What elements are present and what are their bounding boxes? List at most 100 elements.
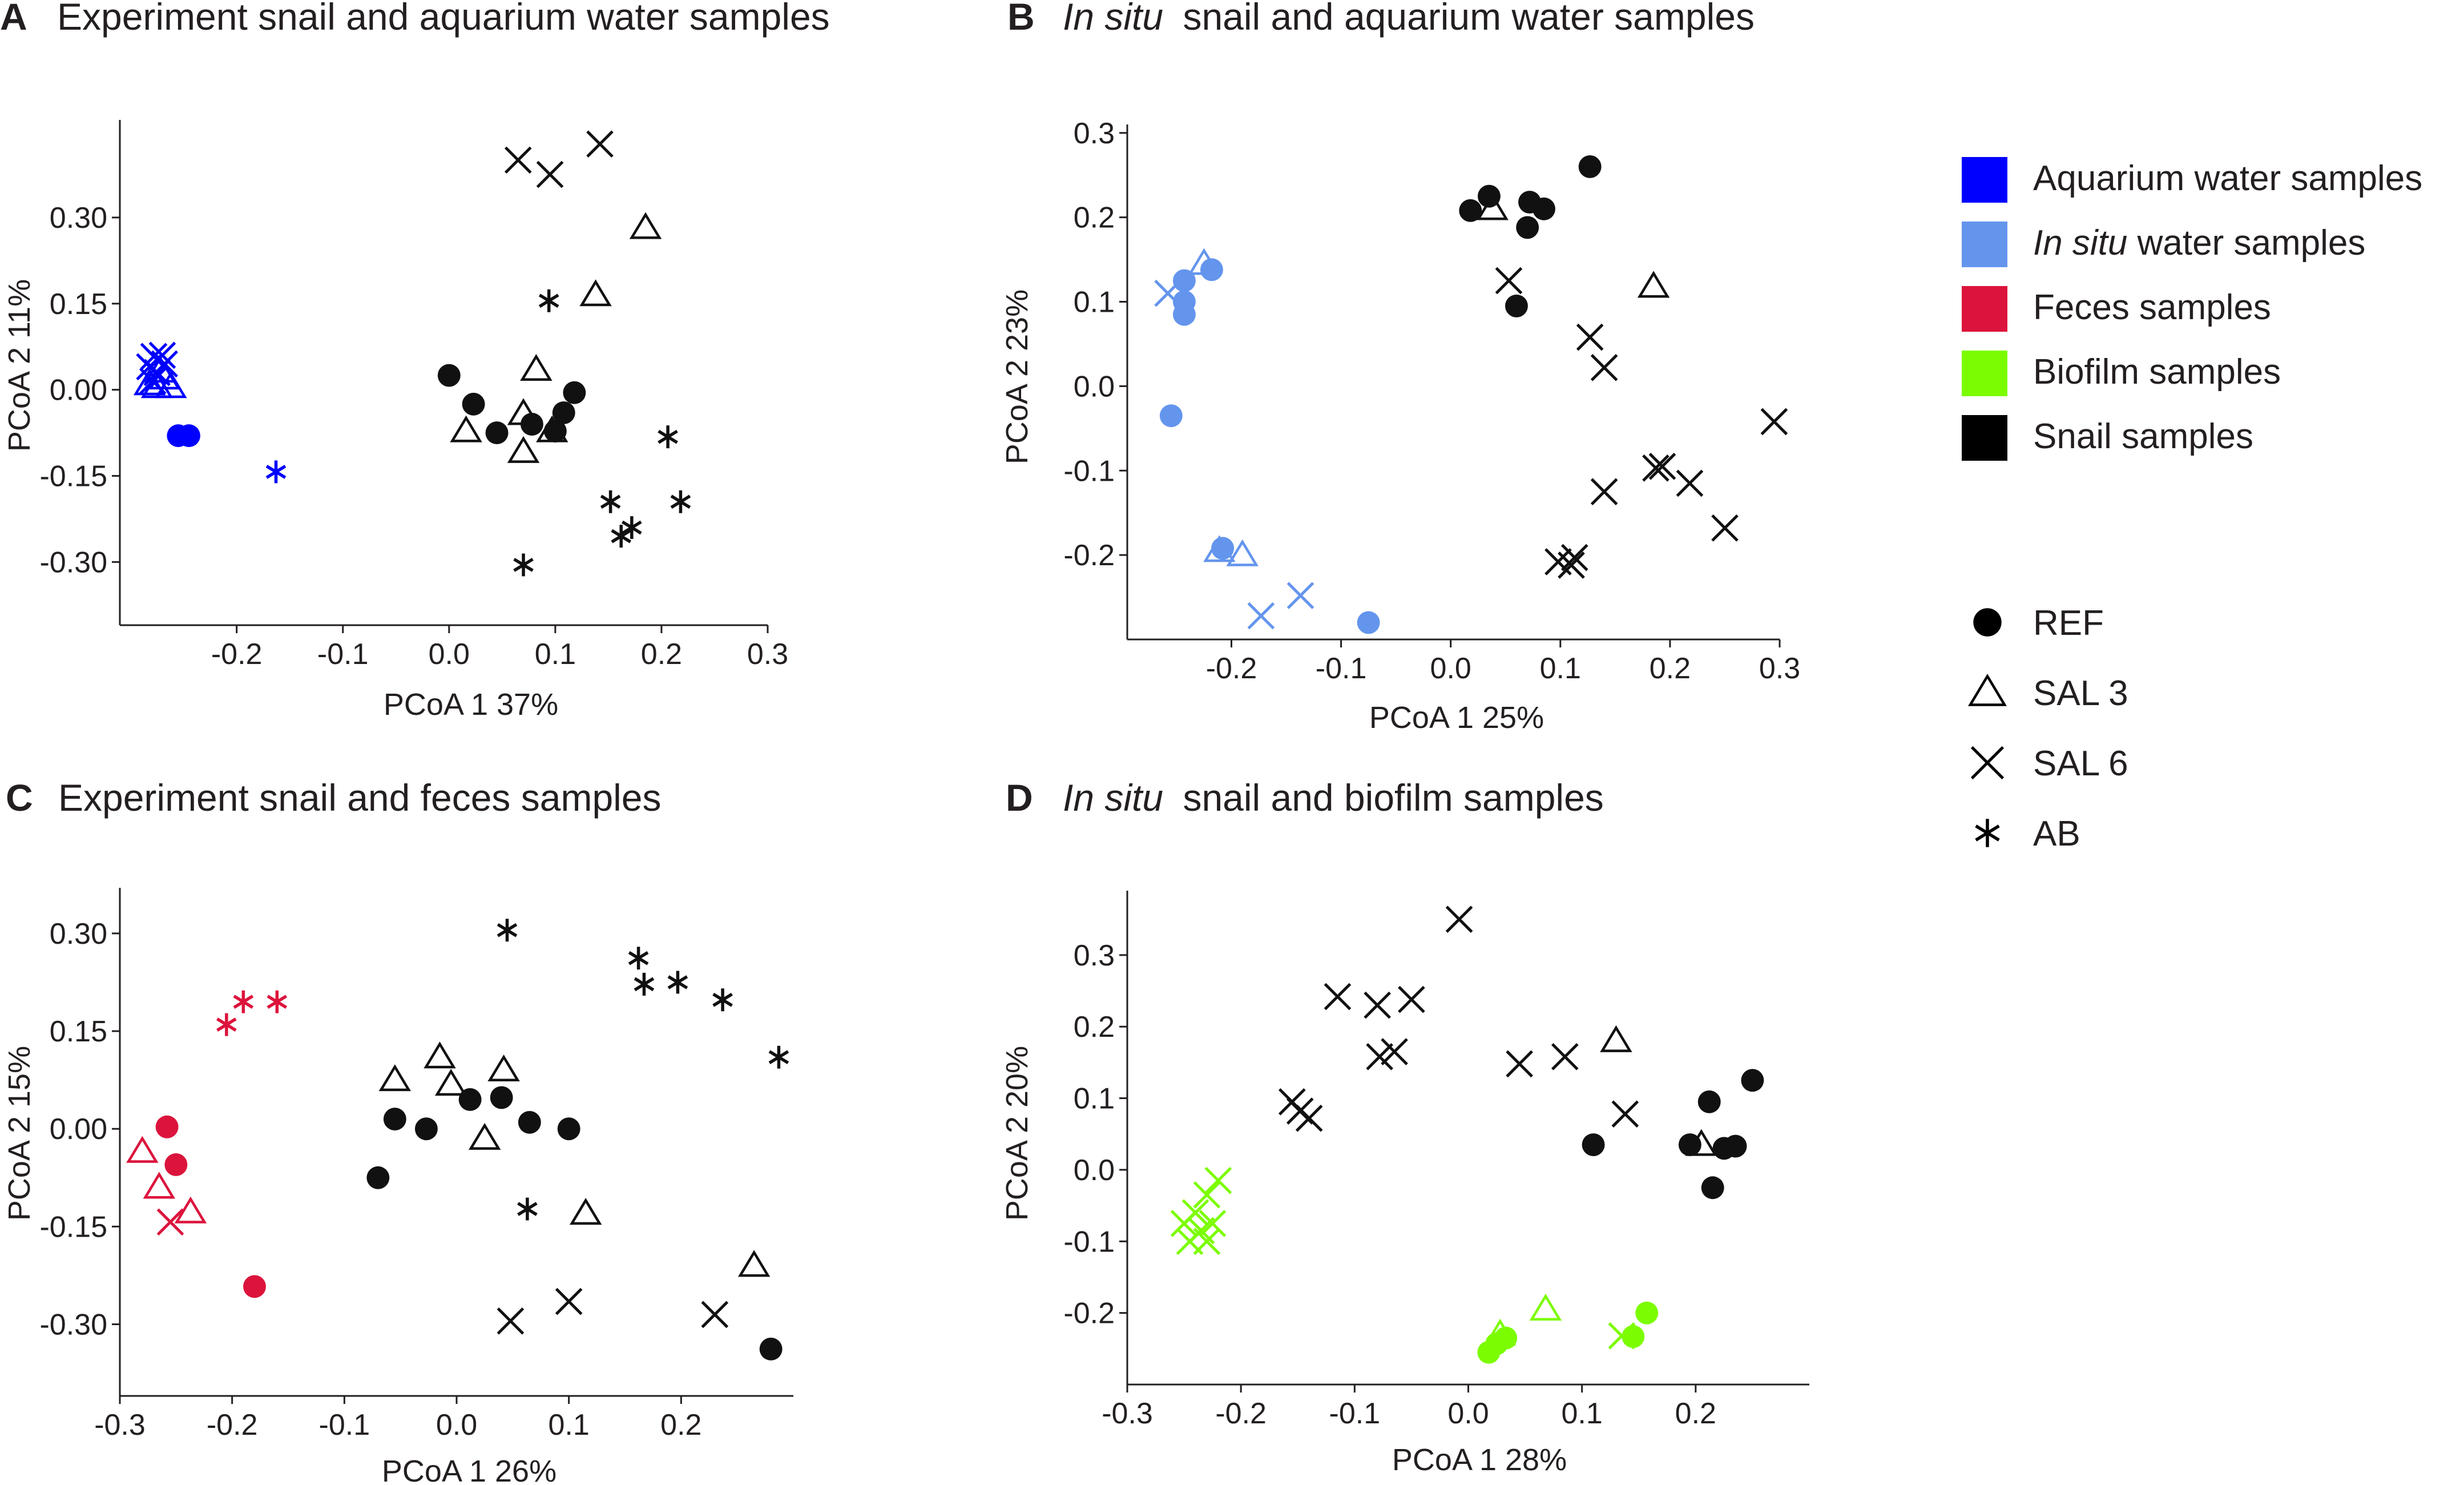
panel-c-ylabel: PCoA 2 15% [2, 1046, 37, 1221]
panel-a-point-ab [600, 490, 621, 513]
panel-c-y-tick-label: -0.15 [39, 1210, 107, 1243]
panel-c-point-sal6 [701, 1301, 729, 1329]
panel-d-point-sal6 [1445, 906, 1473, 933]
panel-b-point-sal6 [1676, 469, 1704, 497]
panel-c-point-ref [557, 1117, 580, 1141]
legend-shape-entries: REF SAL 3 SAL 6 AB [1967, 603, 2128, 854]
panel-a-x-tick-label: 0.1 [535, 638, 576, 671]
legend-color-swatch [1962, 351, 2007, 396]
panel-a-xlabel: PCoA 1 37% [384, 687, 558, 722]
panel-c-point-sal3 [378, 1064, 412, 1092]
legend-shape-label: REF [2033, 603, 2104, 643]
panel-b-x-tick-label: 0.3 [1759, 652, 1800, 685]
panel-d-point-sal6 [1611, 1100, 1639, 1128]
panel-b-title: snail and aquarium water samples [1183, 0, 1755, 38]
panel-a-x-tick-label: -0.1 [317, 638, 369, 671]
panel-a-letter: A [0, 0, 27, 38]
panel-a-point-ab [538, 289, 559, 312]
panel-c-x-tick-label: 0.0 [436, 1408, 477, 1442]
panel-a-point-sal6 [536, 160, 564, 188]
panel-d-x-tick-label: 0.1 [1562, 1397, 1603, 1430]
panel-b-x-tick-label: 0.1 [1540, 652, 1581, 685]
panel-d-point-ref [1635, 1301, 1659, 1325]
panel-a-point-ref [485, 421, 509, 445]
panel-b-x-tick-label: -0.2 [1206, 652, 1257, 685]
panel-d-point-sal6 [1193, 1181, 1221, 1209]
panel-c-point-sal3 [126, 1136, 159, 1163]
svg-text:In situ snail and aquari: In situ snail and aquarium water samples [1063, 0, 1755, 38]
panel-b-point-sal6 [1576, 323, 1604, 351]
panel-c-point-ab [768, 1045, 789, 1069]
panel-c-point-sal6 [497, 1307, 525, 1335]
panel-c-point-ref [243, 1275, 266, 1298]
panel-c-x-tick-label: 0.1 [549, 1408, 590, 1442]
panel-a-title: Experiment snail and aquarium water samp… [57, 0, 830, 38]
panel-b-point-sal6 [1247, 602, 1275, 630]
panel-b-point-ref [1477, 184, 1501, 208]
panel-c-point-sal3 [468, 1122, 501, 1150]
panel-a: A Experiment snail and aquarium water sa… [0, 0, 830, 722]
panel-a-y-tick-label: 0.30 [50, 202, 107, 235]
legend-color-swatch [1962, 222, 2007, 267]
panel-d-y-tick-label: -0.1 [1063, 1225, 1115, 1258]
panel-d-point-sal3 [1600, 1025, 1632, 1052]
panel-c-point-ab [667, 971, 688, 994]
panel-a-point-ab [611, 525, 632, 548]
panel-c-title: Experiment snail and feces samples [58, 776, 662, 819]
panel-d-point-sal6 [1204, 1166, 1232, 1194]
panel-b-title-italic: In situ [1063, 0, 1163, 38]
panel-b-point-sal3 [1476, 193, 1509, 220]
panel-b-x-tick-label: 0.2 [1650, 652, 1691, 685]
panel-b-point-ref [1172, 269, 1196, 292]
panel-b-point-ref [1172, 303, 1196, 326]
legend-shape-x [1970, 746, 2005, 780]
panel-c-point-ref [155, 1115, 179, 1138]
panel-a-plot: -0.2 -0.1 0.0 0.1 0.2 0.3 0.30 0.15 0.00 -0.15 -0.… [39, 120, 788, 671]
panel-a-point-ref [563, 381, 586, 404]
panel-d-point-ref [1582, 1133, 1605, 1156]
panel-b-point-ref [1159, 404, 1183, 428]
panel-a-x-tick-label: 0.2 [641, 638, 682, 671]
panel-c-point-sal3 [737, 1250, 771, 1277]
panel-d-point-ref [1678, 1133, 1701, 1156]
panel-c-point-ab [216, 1013, 237, 1036]
panel-c-x-tick-label: 0.2 [660, 1408, 701, 1442]
panel-a-point-ab [658, 425, 678, 449]
legend-color-swatch [1962, 157, 2007, 203]
panel-d-point-ref [1697, 1090, 1721, 1113]
panel-d-x-tick-label: -0.1 [1329, 1397, 1381, 1430]
panel-c-point-ab [634, 972, 655, 996]
panel-a-point-ref [437, 364, 461, 387]
panel-c-y-tick-label: 0.15 [50, 1015, 107, 1048]
panel-d-y-tick-label: 0.1 [1074, 1082, 1115, 1116]
panel-a-point-ab [513, 553, 534, 577]
panel-d-xlabel: PCoA 1 28% [1392, 1443, 1567, 1477]
panel-c-y-tick-label: 0.30 [50, 917, 107, 951]
panel-c-plot: -0.3 -0.2 -0.1 0.0 0.1 0.2 0.30 0.15 0.00 -0.15 -0… [39, 888, 793, 1442]
panel-d-y-tick-label: 0.0 [1074, 1154, 1115, 1187]
panel-d-point-sal6 [1398, 985, 1425, 1013]
panel-d-x-tick-label: -0.2 [1215, 1397, 1267, 1430]
panel-b-point-sal6 [1495, 267, 1523, 295]
panel-d-title: snail and biofilm samples [1183, 776, 1603, 819]
panel-a-x-tick-label: -0.2 [211, 638, 263, 671]
panel-c-y-tick-label: -0.30 [39, 1308, 107, 1341]
panel-b-point-sal6 [1642, 454, 1669, 482]
panel-d-point-sal6 [1324, 983, 1352, 1011]
legend: Aquarium water samples In situ water samp… [1962, 157, 2422, 854]
panel-c-point-ab [712, 988, 733, 1012]
legend-shape-triangle [1967, 674, 2007, 706]
panel-d-point-sal6 [1506, 1050, 1533, 1078]
panel-d-point-sal6 [1193, 1228, 1221, 1255]
panel-b-point-sal6 [1711, 514, 1739, 542]
panel-a-point-ref [543, 420, 567, 443]
panel-a-point-ref [552, 401, 575, 424]
panel-d-y-tick-label: 0.2 [1074, 1011, 1115, 1044]
panel-a-x-tick-label: 0.3 [747, 638, 788, 671]
panel-a-point-sal6 [504, 146, 532, 174]
panel-a-point-sal3 [629, 212, 662, 239]
panel-c-x-tick-label: -0.3 [94, 1408, 146, 1442]
panel-b-x-tick-label: -0.1 [1316, 652, 1367, 685]
panel-a-y-tick-label: -0.30 [39, 546, 107, 579]
